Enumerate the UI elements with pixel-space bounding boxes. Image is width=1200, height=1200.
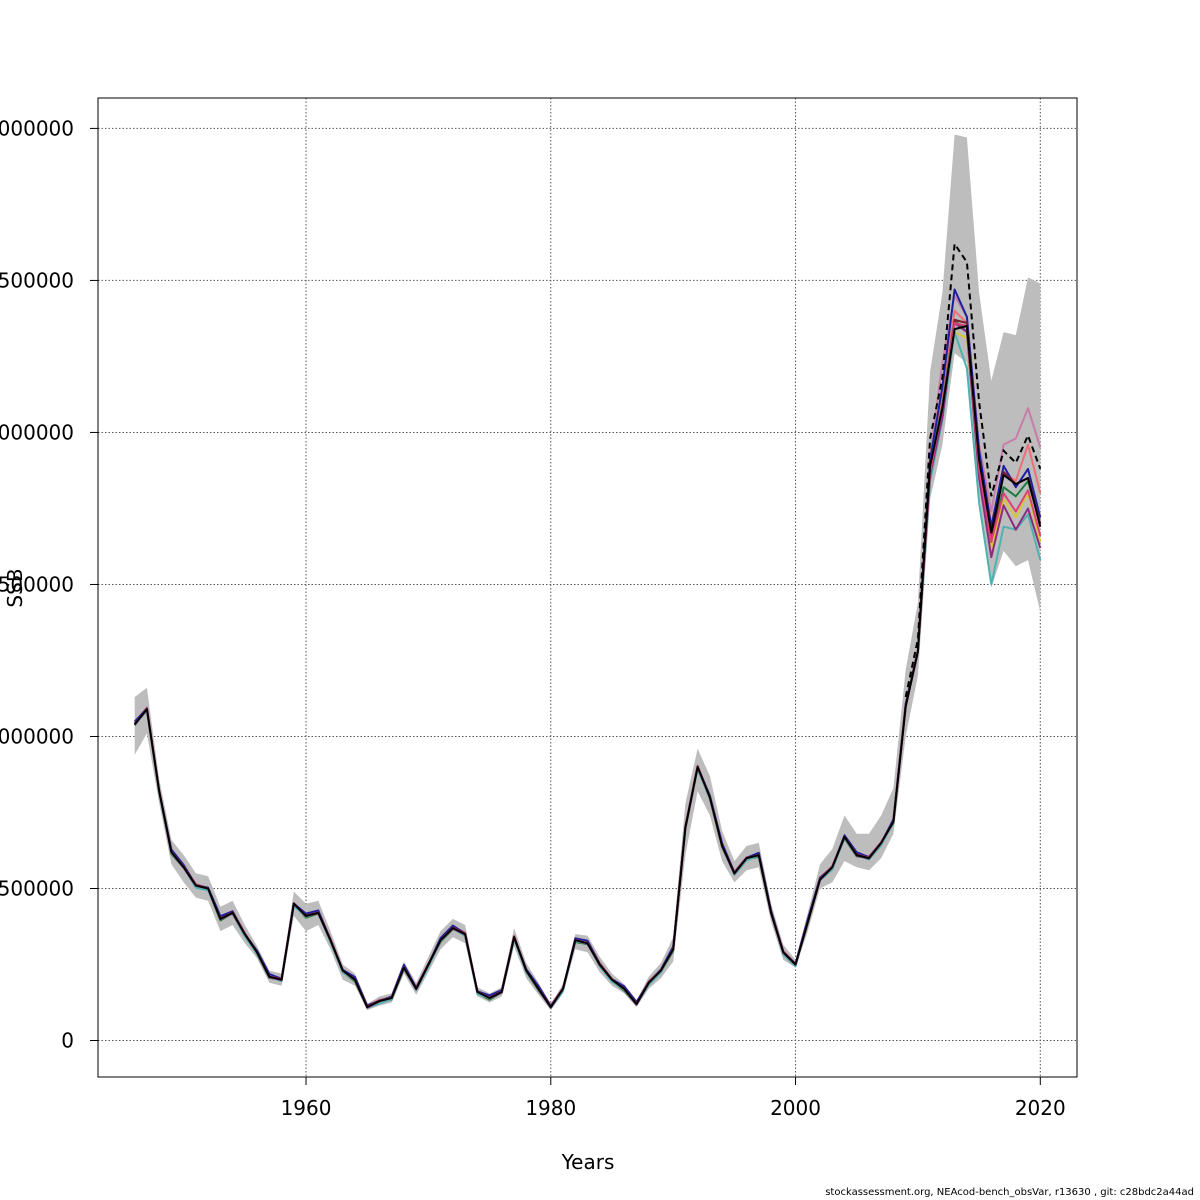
- axes: 1960 1980 2000 2020 0 500000 1000000 1500000 200…: [0, 97, 1078, 1120]
- x-tick-label: 2020: [1015, 1096, 1066, 1120]
- y-tick-label: 2000000: [0, 420, 74, 444]
- x-tick-label: 2000: [770, 1096, 821, 1120]
- y-tick-label: 1500000: [0, 572, 74, 596]
- x-axis-title: Years: [561, 1150, 615, 1174]
- series-line: [133, 325, 1042, 1009]
- series-line: [133, 294, 1042, 1007]
- y-axis-title: SSB: [3, 568, 27, 607]
- y-tick-label: 500000: [0, 876, 74, 900]
- series-line: [133, 318, 1042, 1008]
- y-tick-label: 2500000: [0, 268, 74, 292]
- x-tick-label: 1980: [525, 1096, 576, 1120]
- series-line: [133, 309, 1042, 1007]
- confidence-band: [134, 134, 1041, 1011]
- series-line: [133, 288, 1042, 1007]
- footer-credit: stockassessment.org, NEAcod-bench_obsVar…: [825, 1187, 1194, 1198]
- y-tick-label: 3000000: [0, 116, 74, 140]
- plot-frame: [97, 97, 1078, 1078]
- reference-dashed-line: [904, 241, 1042, 698]
- confidence-band-area: [134, 134, 1041, 1011]
- y-tick-label: 0: [61, 1029, 74, 1053]
- reference-line: [904, 241, 1042, 698]
- series-line: [133, 318, 1042, 1009]
- series-line: [133, 322, 1042, 1009]
- x-tick-label: 1960: [281, 1096, 332, 1120]
- series-lines: [133, 288, 1042, 1010]
- series-line: [133, 331, 1042, 1009]
- y-tick-label: 1000000: [0, 724, 74, 748]
- series-line: [133, 322, 1042, 1008]
- series-line: [133, 331, 1042, 1010]
